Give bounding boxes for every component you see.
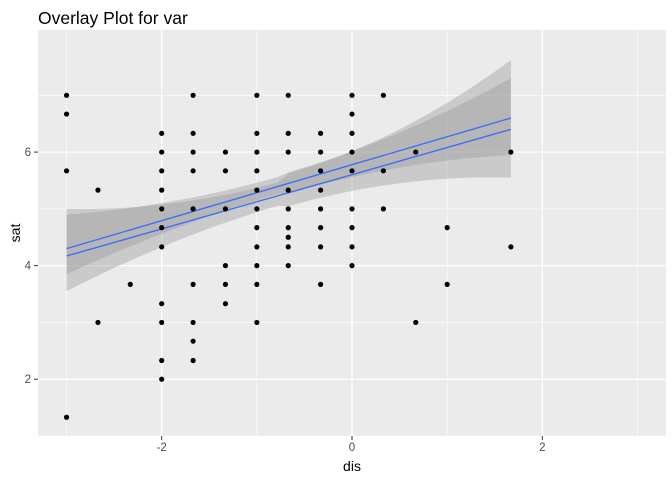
data-point <box>254 130 260 136</box>
y-tick-label: 4 <box>25 261 32 273</box>
data-point <box>349 149 355 155</box>
data-point <box>508 244 514 250</box>
data-point <box>222 206 229 212</box>
confidence-band <box>66 60 511 292</box>
data-point <box>254 281 260 287</box>
data-point <box>285 234 291 240</box>
data-point <box>190 130 196 136</box>
data-point <box>159 319 165 326</box>
data-point <box>159 206 165 212</box>
x-axis-ticks: -2 0 2 <box>157 436 546 454</box>
data-point <box>254 92 260 98</box>
data-point <box>444 281 450 287</box>
data-point <box>159 168 165 174</box>
data-point <box>380 206 386 212</box>
data-point <box>285 149 291 155</box>
data-point <box>254 149 260 155</box>
confidence-bands <box>66 60 511 292</box>
data-point <box>349 168 355 174</box>
data-point <box>159 187 165 193</box>
data-point <box>159 225 165 231</box>
x-axis-title: dis <box>343 458 361 474</box>
data-point <box>222 149 229 155</box>
y-axis-title: sat <box>7 224 23 243</box>
data-point <box>190 149 196 155</box>
data-point <box>508 149 514 155</box>
x-tick-label: 0 <box>349 442 355 454</box>
data-point <box>159 149 165 155</box>
data-point <box>318 281 324 287</box>
data-point <box>222 281 229 287</box>
data-point <box>190 338 196 344</box>
data-point <box>349 244 355 250</box>
confidence-band <box>66 78 511 275</box>
x-tick-label: 2 <box>539 442 545 454</box>
data-point <box>254 244 260 250</box>
data-point <box>254 319 260 326</box>
data-point <box>63 168 70 174</box>
data-point <box>190 168 196 174</box>
data-point <box>349 225 355 231</box>
data-point <box>63 111 70 117</box>
data-point <box>190 357 196 364</box>
y-tick-label: 6 <box>25 147 31 159</box>
data-point <box>95 187 101 193</box>
data-point <box>190 92 196 98</box>
data-point <box>95 319 101 326</box>
data-point <box>285 130 291 136</box>
data-point <box>285 206 291 212</box>
data-point <box>444 225 450 231</box>
data-point <box>318 206 324 212</box>
data-point <box>349 130 355 136</box>
data-point <box>159 130 165 136</box>
data-point <box>413 149 419 155</box>
data-point <box>285 92 291 98</box>
data-point <box>380 168 386 174</box>
data-point <box>349 111 355 117</box>
data-point <box>318 244 324 250</box>
data-point <box>285 187 291 193</box>
data-point <box>413 319 419 326</box>
data-point <box>285 263 291 269</box>
data-point <box>318 187 324 193</box>
data-point <box>254 225 260 231</box>
data-point <box>190 319 196 326</box>
data-point <box>318 168 324 174</box>
data-point <box>254 263 260 269</box>
data-point <box>159 357 165 364</box>
regression-line <box>66 117 512 250</box>
data-point <box>222 263 229 269</box>
y-tick-label: 2 <box>25 374 31 386</box>
data-point <box>190 206 196 212</box>
data-point <box>190 281 196 287</box>
chart-title: Overlay Plot for var <box>38 8 188 28</box>
data-point <box>254 187 260 193</box>
data-points <box>63 92 514 420</box>
data-point <box>254 206 260 212</box>
data-point <box>318 149 324 155</box>
data-point <box>222 301 229 307</box>
data-point <box>63 414 70 420</box>
data-point <box>127 281 133 287</box>
data-point <box>63 92 70 98</box>
data-point <box>318 130 324 136</box>
data-point <box>285 244 291 250</box>
data-point <box>159 376 165 382</box>
data-point <box>222 168 229 174</box>
data-point <box>285 225 291 231</box>
y-axis-ticks: 2 4 6 <box>25 147 38 386</box>
x-tick-label: -2 <box>157 442 167 454</box>
data-point <box>349 92 355 98</box>
data-point <box>349 206 355 212</box>
data-point <box>159 244 165 250</box>
data-point <box>254 168 260 174</box>
data-point <box>318 225 324 231</box>
data-point <box>159 301 165 307</box>
data-point <box>380 92 386 98</box>
data-point <box>349 263 355 269</box>
